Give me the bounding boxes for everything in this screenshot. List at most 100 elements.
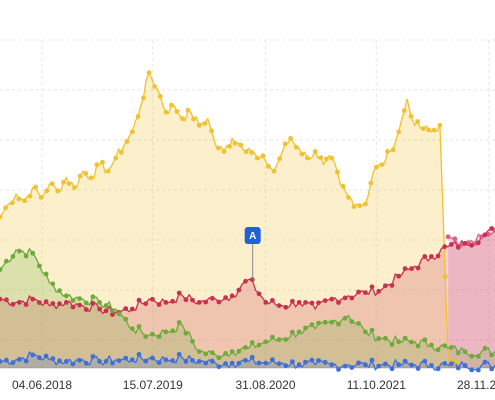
data-point-green[interactable] [383,335,388,341]
data-point-blue[interactable] [190,358,195,363]
data-point-red[interactable] [435,253,441,259]
data-point-red[interactable] [17,299,22,305]
data-point-green[interactable] [123,316,129,322]
data-point-yellow[interactable] [216,145,221,151]
data-point-blue[interactable] [316,358,321,363]
data-point-blue[interactable] [156,360,162,365]
data-point-blue[interactable] [369,357,375,363]
data-point-blue[interactable] [376,363,382,369]
data-point-yellow[interactable] [9,200,15,206]
data-point-blue[interactable] [475,367,481,373]
data-point-red[interactable] [329,296,335,302]
data-point-green[interactable] [116,311,122,317]
data-point-blue[interactable] [123,355,129,361]
data-point-blue[interactable] [396,362,402,368]
data-point-green[interactable] [422,337,428,343]
data-point-yellow[interactable] [124,139,130,144]
data-point-yellow[interactable] [431,127,437,133]
data-point-blue[interactable] [37,355,42,361]
data-point-yellow[interactable] [3,205,8,211]
data-point-red[interactable] [110,312,115,317]
data-point-red[interactable] [442,244,448,250]
data-point-red[interactable] [256,291,262,297]
data-point-green[interactable] [429,342,434,348]
data-point-yellow[interactable] [113,155,119,161]
data-point-blue[interactable] [276,361,282,367]
data-point-blue[interactable] [429,363,434,368]
data-point-yellow[interactable] [49,181,55,187]
data-point-blue[interactable] [236,360,242,366]
data-point-green[interactable] [442,343,448,349]
data-point-blue[interactable] [57,358,62,364]
data-point-red[interactable] [369,284,375,290]
data-point-green[interactable] [303,325,308,331]
data-point-red[interactable] [243,278,248,284]
data-point-green[interactable] [369,327,375,333]
data-point-green[interactable] [376,336,382,341]
data-point-green[interactable] [356,321,361,326]
data-point-yellow[interactable] [227,144,232,149]
data-point-red[interactable] [309,300,315,306]
data-point-green[interactable] [489,352,495,358]
data-point-red[interactable] [422,254,428,259]
data-point-blue[interactable] [77,357,82,363]
data-point-yellow[interactable] [363,201,368,207]
data-point-yellow[interactable] [77,173,83,179]
data-point-yellow[interactable] [238,142,244,148]
data-point-blue[interactable] [129,357,135,363]
data-point-green[interactable] [256,342,262,348]
data-point-green[interactable] [136,324,142,329]
data-point-red[interactable] [475,240,481,246]
data-point-yellow[interactable] [271,168,277,174]
data-point-green[interactable] [190,339,195,344]
data-point-blue[interactable] [462,363,468,368]
data-point-red[interactable] [356,289,361,295]
data-point-green[interactable] [10,254,16,259]
data-point-yellow[interactable] [100,159,105,165]
data-point-green[interactable] [296,329,302,335]
data-point-blue[interactable] [30,352,36,358]
data-point-red[interactable] [216,299,222,305]
data-point-yellow[interactable] [88,175,94,181]
data-point-red[interactable] [63,300,69,305]
data-point-green[interactable] [63,293,69,299]
data-point-yellow[interactable] [191,116,197,122]
data-point-green[interactable] [396,339,402,345]
data-point-red[interactable] [449,242,454,247]
data-point-red[interactable] [30,296,36,302]
data-point-red[interactable] [183,297,189,303]
data-point-red[interactable] [123,306,129,311]
data-point-yellow[interactable] [249,150,255,155]
data-point-yellow[interactable] [346,195,351,200]
data-point-red[interactable] [136,297,142,303]
data-point-yellow[interactable] [312,149,318,154]
data-point-yellow[interactable] [185,107,191,113]
data-point-blue[interactable] [336,367,341,372]
data-point-blue[interactable] [442,361,448,366]
data-point-blue[interactable] [23,358,29,364]
data-point-blue[interactable] [449,361,454,367]
data-point-yellow[interactable] [196,122,202,128]
data-point-green[interactable] [283,337,289,342]
data-point-yellow[interactable] [260,153,266,159]
data-point-green[interactable] [0,267,3,272]
data-point-green[interactable] [163,329,169,335]
annotation[interactable]: A [244,227,261,280]
data-point-green[interactable] [263,339,269,345]
data-point-red[interactable] [482,232,488,238]
data-point-blue[interactable] [389,366,395,372]
data-point-yellow[interactable] [44,188,50,194]
data-point-red[interactable] [469,242,474,248]
data-point-green[interactable] [276,337,282,343]
data-point-red[interactable] [223,295,229,300]
data-point-red[interactable] [176,290,182,296]
data-point-green[interactable] [30,250,36,256]
data-point-green[interactable] [243,345,248,350]
data-point-blue[interactable] [63,359,69,364]
data-point-red[interactable] [170,298,176,304]
data-point-red[interactable] [489,226,495,231]
data-point-red[interactable] [4,297,9,303]
data-point-red[interactable] [156,302,162,307]
data-point-yellow[interactable] [72,185,77,191]
data-point-red[interactable] [209,295,215,301]
